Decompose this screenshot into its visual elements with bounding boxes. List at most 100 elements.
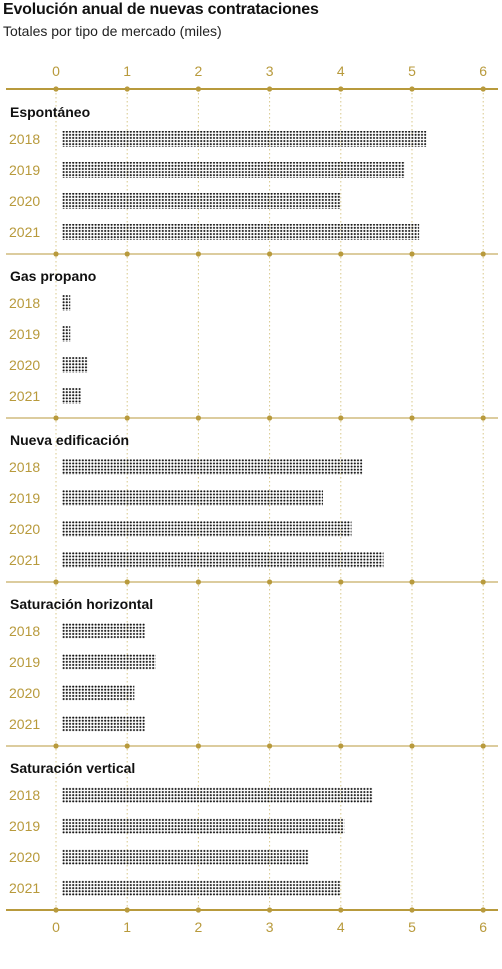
bottom-axis-dot-6 [480, 907, 486, 913]
separator-2-dot-0 [53, 415, 59, 421]
year-label: 2021 [9, 880, 40, 896]
top-axis-dot-1 [124, 86, 130, 92]
separator-2-dot-3 [267, 415, 273, 421]
separator-3-dot-5 [409, 579, 415, 585]
bar [62, 193, 341, 209]
bottom-tick-label-1: 1 [123, 919, 131, 935]
separator-4-dot-2 [195, 743, 201, 749]
group-label: Espontáneo [10, 104, 90, 120]
year-label: 2020 [9, 849, 40, 865]
separator-1-dot-5 [409, 251, 415, 257]
year-label: 2018 [9, 623, 40, 639]
top-axis-dot-6 [480, 86, 486, 92]
year-label: 2018 [9, 459, 40, 475]
bottom-tick-label-2: 2 [195, 919, 203, 935]
top-axis-dot-0 [53, 86, 59, 92]
group-label: Gas propano [10, 268, 96, 284]
bar [62, 787, 373, 803]
top-axis-dot-3 [267, 86, 273, 92]
chart-subtitle: Totales por tipo de mercado (miles) [3, 23, 222, 39]
separator-3-dot-2 [195, 579, 201, 585]
separator-1-dot-4 [338, 251, 344, 257]
bar-layer [62, 131, 427, 896]
separator-3-dot-0 [53, 579, 59, 585]
bar [62, 818, 345, 834]
bar [62, 459, 363, 475]
chart-title: Evolución anual de nuevas contrataciones [3, 1, 319, 18]
bar [62, 295, 71, 311]
year-label: 2021 [9, 388, 40, 404]
bottom-axis-dot-3 [267, 907, 273, 913]
group-label: Nueva edificación [10, 432, 129, 448]
separator-1-dot-3 [267, 251, 273, 257]
bottom-tick-label-4: 4 [337, 919, 345, 935]
bar [62, 685, 135, 701]
separator-2-dot-1 [124, 415, 130, 421]
bar [62, 623, 145, 639]
top-tick-label-0: 0 [52, 63, 60, 79]
bottom-tick-label-6: 6 [479, 919, 487, 935]
bar [62, 357, 89, 373]
bar [62, 326, 71, 342]
year-label: 2020 [9, 685, 40, 701]
year-label: 2019 [9, 818, 40, 834]
separator-4-dot-6 [480, 743, 486, 749]
bottom-tick-label-0: 0 [52, 919, 60, 935]
top-axis-dot-4 [338, 86, 344, 92]
bottom-axis-dot-5 [409, 907, 415, 913]
top-tick-label-2: 2 [195, 63, 203, 79]
year-label: 2019 [9, 162, 40, 178]
bar [62, 490, 323, 506]
bar [62, 162, 405, 178]
bar [62, 654, 156, 670]
year-label: 2018 [9, 295, 40, 311]
year-label: 2018 [9, 131, 40, 147]
top-axis-dot-2 [195, 86, 201, 92]
year-label: 2021 [9, 224, 40, 240]
year-label: 2021 [9, 552, 40, 568]
bottom-tick-label-5: 5 [408, 919, 416, 935]
bar [62, 521, 352, 537]
separator-3-dot-4 [338, 579, 344, 585]
year-label: 2021 [9, 716, 40, 732]
label-layer: Espontáneo 2018 2019 2020 2021 Gas propano 201… [9, 104, 153, 896]
separator-4-dot-4 [338, 743, 344, 749]
bar [62, 849, 309, 865]
separator-4-dot-3 [267, 743, 273, 749]
bar [62, 880, 341, 896]
year-label: 2019 [9, 490, 40, 506]
separator-2-dot-6 [480, 415, 486, 421]
separator-4-dot-0 [53, 743, 59, 749]
bottom-axis-dot-4 [338, 907, 344, 913]
top-tick-label-6: 6 [479, 63, 487, 79]
bar [62, 224, 420, 240]
separator-3-dot-3 [267, 579, 273, 585]
bar [62, 388, 81, 404]
bottom-axis-dot-1 [124, 907, 130, 913]
bar [62, 716, 145, 732]
group-label: Saturación vertical [10, 760, 135, 776]
top-axis-dot-5 [409, 86, 415, 92]
year-label: 2020 [9, 521, 40, 537]
year-label: 2020 [9, 193, 40, 209]
bottom-tick-label-3: 3 [266, 919, 274, 935]
separator-2-dot-2 [195, 415, 201, 421]
separator-2-dot-4 [338, 415, 344, 421]
bottom-axis-dot-2 [195, 907, 201, 913]
separator-3-dot-1 [124, 579, 130, 585]
top-tick-label-4: 4 [337, 63, 345, 79]
axis-layer: 0 1 2 3 4 5 6 0 1 2 3 4 5 6 [6, 63, 498, 935]
separator-1-dot-6 [480, 251, 486, 257]
bar [62, 131, 427, 147]
separator-1-dot-2 [195, 251, 201, 257]
bottom-axis-dot-0 [53, 907, 59, 913]
year-label: 2019 [9, 326, 40, 342]
top-tick-label-1: 1 [123, 63, 131, 79]
top-tick-label-5: 5 [408, 63, 416, 79]
year-label: 2018 [9, 787, 40, 803]
group-label: Saturación horizontal [10, 596, 153, 612]
separator-4-dot-5 [409, 743, 415, 749]
year-label: 2019 [9, 654, 40, 670]
year-label: 2020 [9, 357, 40, 373]
